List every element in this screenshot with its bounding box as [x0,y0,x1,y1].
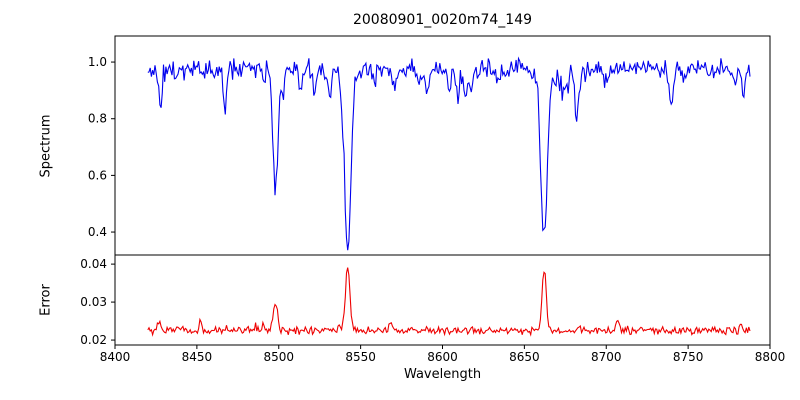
x-tick-label: 8800 [755,350,786,364]
x-tick-label: 8750 [673,350,704,364]
y-tick-label: 1.0 [88,55,107,69]
error-line [147,267,751,337]
x-tick-label: 8700 [591,350,622,364]
x-tick-label: 8450 [182,350,213,364]
y-tick-label: 0.6 [88,168,107,182]
panel-border [114,35,771,256]
x-tick-label: 8400 [100,350,131,364]
y-tick-label: 0.8 [88,112,107,126]
y-tick-label: 0.02 [80,333,107,347]
y-tick-label: 0.03 [80,295,107,309]
x-tick-label: 8650 [509,350,540,364]
chart-title: 20080901_0020m74_149 [352,12,533,28]
x-axis-label: Wavelength [403,367,482,382]
x-tick-label: 8600 [427,350,458,364]
x-tick-label: 8550 [345,350,376,364]
y-tick-label: 0.04 [80,257,107,271]
spectrum-line [147,56,751,251]
x-tick-label: 8500 [263,350,294,364]
y-tick-label: 0.4 [88,225,107,239]
